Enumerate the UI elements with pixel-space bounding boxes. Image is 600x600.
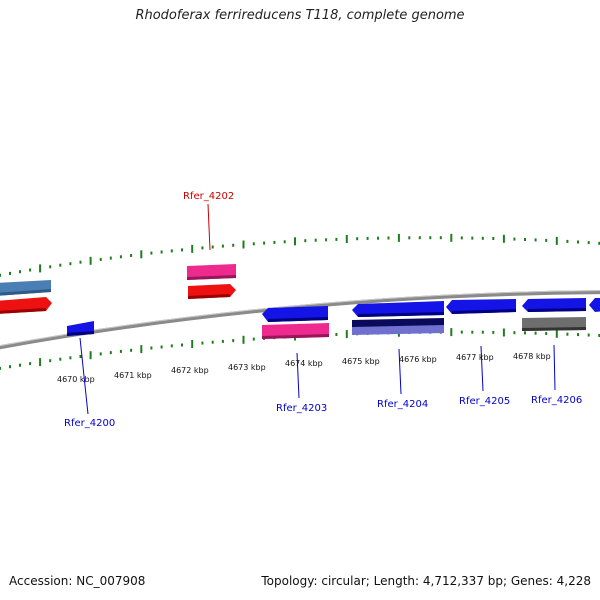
- kbp-label-4672: 4672 kbp: [171, 366, 209, 375]
- genome-stats-text: Topology: circular; Length: 4,712,337 bp…: [261, 574, 591, 588]
- gene-label-rfer-4200[interactable]: Rfer_4200: [64, 418, 115, 429]
- gene-label-rfer-4202[interactable]: Rfer_4202: [183, 191, 234, 202]
- gene-rfer-4204-blue[interactable]: [352, 301, 444, 317]
- gene-rfer-4203-blue[interactable]: [262, 306, 328, 322]
- kbp-label-4670: 4670 kbp: [57, 375, 95, 384]
- leader-line-rfer-4203: [296, 352, 300, 399]
- kbp-label-4675: 4675 kbp: [342, 357, 380, 366]
- leader-line-rfer-4204: [398, 348, 402, 395]
- gene-rfer-4207-partial[interactable]: [589, 298, 600, 312]
- leader-line-rfer-4205: [480, 345, 484, 392]
- kbp-label-4676: 4676 kbp: [399, 355, 437, 364]
- gene-rfer-4206-gray[interactable]: [522, 317, 586, 331]
- kbp-label-4674: 4674 kbp: [285, 359, 323, 368]
- leader-line-rfer-4202: [207, 203, 211, 251]
- gene-red-forward-left[interactable]: [0, 297, 52, 314]
- gene-label-rfer-4206[interactable]: Rfer_4206: [531, 395, 582, 406]
- gene-rfer-4206-blue[interactable]: [522, 298, 586, 312]
- outer-tick-track: [0, 233, 600, 277]
- gene-rfer-4204-lavender[interactable]: [352, 325, 444, 335]
- gene-label-rfer-4203[interactable]: Rfer_4203: [276, 403, 327, 414]
- gene-label-rfer-4204[interactable]: Rfer_4204: [377, 399, 428, 410]
- kbp-label-4678: 4678 kbp: [513, 352, 551, 361]
- accession-text: Accession: NC_007908: [9, 574, 146, 588]
- gene-rfer-4200[interactable]: [67, 321, 94, 336]
- gene-rfer-4202-red[interactable]: [188, 284, 236, 299]
- gene-rfer-4205[interactable]: [446, 299, 516, 314]
- kbp-label-4677: 4677 kbp: [456, 353, 494, 362]
- map-title: Rhodoferax ferrireducens T118, complete …: [135, 8, 465, 23]
- kbp-label-4673: 4673 kbp: [228, 363, 266, 372]
- leader-line-rfer-4206: [553, 344, 556, 391]
- gene-rfer-4203-pink[interactable]: [262, 323, 329, 339]
- kbp-label-4671: 4671 kbp: [114, 371, 152, 380]
- gene-label-rfer-4205[interactable]: Rfer_4205: [459, 396, 510, 407]
- leader-line-rfer-4200: [79, 337, 89, 415]
- gene-steel-forward[interactable]: [0, 280, 51, 296]
- gene-rfer-4202-pink[interactable]: [187, 264, 236, 280]
